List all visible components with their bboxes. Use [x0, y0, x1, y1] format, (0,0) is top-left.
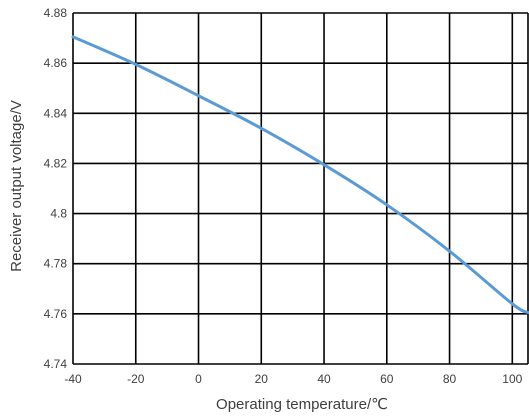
- x-tick-label: 80: [443, 372, 457, 386]
- x-tick-labels: -40 -20 0 20 40 60 80 100: [64, 372, 522, 386]
- y-tick-label: 4.76: [44, 307, 68, 321]
- grid: [72, 12, 529, 365]
- x-tick-label: 60: [380, 372, 394, 386]
- y-tick-label: 4.86: [44, 56, 68, 70]
- x-tick-label: 100: [502, 372, 522, 386]
- series-line: [71, 35, 529, 315]
- y-tick-label: 4.74: [44, 357, 68, 371]
- y-axis-title: Receiver output voltage/V: [8, 100, 25, 272]
- x-tick-label: -20: [127, 372, 145, 386]
- x-tick-label: -40: [64, 372, 82, 386]
- series-layer: [71, 35, 529, 315]
- y-tick-label: 4.8: [50, 207, 67, 221]
- y-tick-label: 4.84: [44, 106, 68, 120]
- x-axis-title: Operating temperature/℃: [216, 396, 388, 413]
- y-tick-label: 4.82: [44, 156, 68, 170]
- y-tick-labels: 4.74 4.76 4.78 4.8 4.82 4.84 4.86 4.88: [44, 6, 68, 371]
- y-tick-label: 4.78: [44, 257, 68, 271]
- x-tick-label: 0: [195, 372, 202, 386]
- x-tick-label: 40: [317, 372, 331, 386]
- x-tick-label: 20: [255, 372, 269, 386]
- y-tick-label: 4.88: [44, 6, 68, 20]
